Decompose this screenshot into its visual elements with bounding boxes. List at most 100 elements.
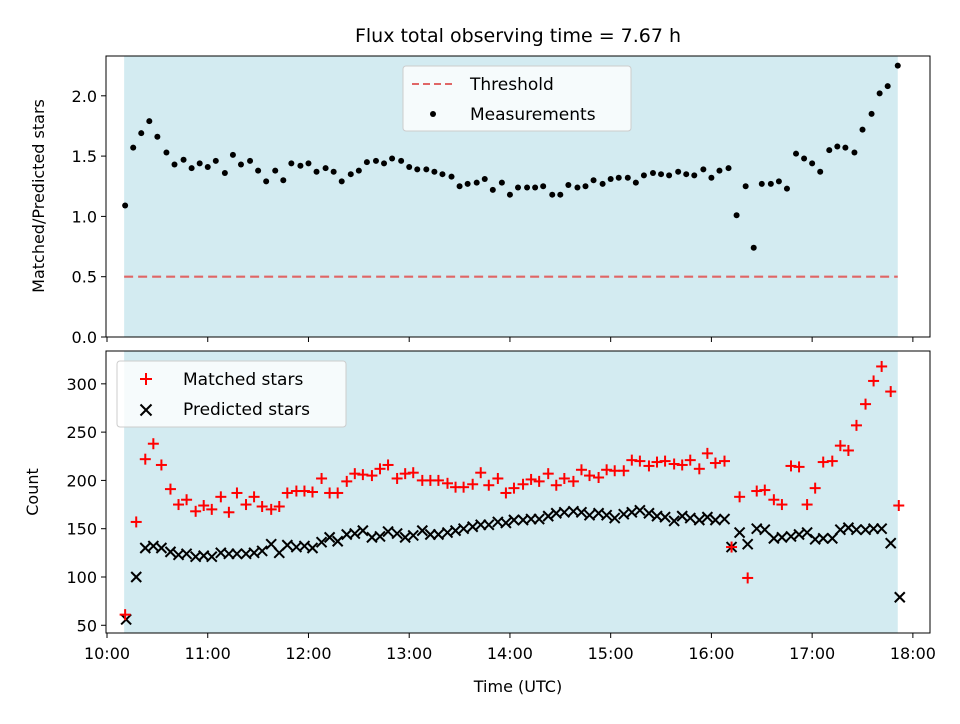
predicted-point-b — [875, 522, 888, 535]
predicted-point-b — [600, 509, 613, 521]
matched-point — [223, 506, 235, 518]
matched-point — [391, 472, 403, 484]
predicted-point — [130, 571, 142, 583]
predicted-point-b — [533, 513, 545, 525]
predicted-point — [693, 514, 706, 526]
predicted-points — [120, 504, 906, 626]
predicted-point-b — [834, 523, 847, 536]
measurement-point — [565, 182, 572, 189]
matched-point — [575, 464, 587, 476]
matched-point — [139, 453, 151, 465]
count-x-tick-label: 18:00 — [890, 644, 936, 663]
predicted-point-b — [850, 523, 863, 536]
predicted-point-b — [575, 506, 588, 518]
matched-point — [307, 486, 319, 498]
predicted-point-b — [643, 507, 655, 519]
predicted-point-b — [120, 613, 132, 626]
matched-point — [467, 478, 479, 490]
matched-point — [726, 541, 738, 553]
measurement-point — [247, 157, 254, 164]
predicted-point — [558, 506, 571, 518]
matched-point — [240, 499, 252, 511]
predicted-point-b — [189, 550, 202, 563]
ratio-y-ticks: 0.0 0.5 1.0 1.5 2.0 — [72, 87, 106, 347]
predicted-point-b — [801, 526, 813, 539]
predicted-point-b — [349, 527, 361, 540]
matched-point — [432, 474, 444, 486]
predicted-point — [315, 536, 328, 548]
matched-point — [130, 516, 142, 528]
matched-point — [341, 475, 353, 487]
predicted-point — [180, 548, 193, 560]
matched-point — [475, 467, 487, 479]
matched-point — [164, 483, 176, 495]
predicted-point — [407, 529, 419, 542]
matched-point — [558, 472, 570, 484]
measurement-point — [767, 180, 774, 187]
predicted-point — [542, 510, 554, 522]
measurement-point — [154, 133, 161, 140]
matched-point — [793, 461, 805, 473]
measurement-point — [204, 163, 211, 170]
measurement-point — [414, 166, 421, 173]
predicted-point — [500, 517, 512, 529]
measurement-point — [489, 186, 496, 193]
matched-point — [483, 479, 495, 491]
predicted-point-b — [315, 536, 328, 548]
predicted-point-b — [466, 521, 479, 533]
predicted-point — [231, 548, 243, 560]
predicted-point-b — [180, 548, 193, 560]
predicted-point-b — [785, 530, 797, 543]
measurement-point — [163, 149, 170, 156]
measurement-point — [263, 178, 270, 185]
measurement-point — [666, 172, 673, 179]
matched-point — [533, 475, 545, 487]
measurement-point — [146, 118, 153, 125]
measurement-point — [389, 155, 396, 162]
measurement-point — [708, 174, 715, 181]
predicted-point — [817, 532, 829, 545]
matched-point — [441, 477, 453, 489]
predicted-point — [885, 537, 897, 549]
matched-point — [374, 463, 386, 475]
predicted-point — [382, 525, 394, 538]
measurement-point — [464, 180, 471, 187]
predicted-point-b — [542, 510, 554, 522]
measurement-point — [582, 183, 589, 190]
count-x-tick-label: 13:00 — [386, 644, 432, 663]
predicted-point-b — [399, 531, 411, 544]
ratio-axes-frame — [105, 55, 931, 338]
matched-point — [281, 487, 293, 499]
matched-point — [860, 398, 872, 410]
matched-point — [500, 487, 512, 499]
predicted-point — [256, 545, 268, 557]
measurement-point — [272, 167, 279, 174]
measurement-point — [297, 162, 304, 169]
predicted-point — [668, 515, 680, 527]
matched-point — [273, 500, 285, 512]
ratio-points — [122, 62, 901, 251]
ratio-panel: 0.00.51.01.52.0 Matched/Predicted stars … — [29, 55, 931, 347]
matched-point — [542, 468, 554, 480]
x-axis-label: Time (UTC) — [473, 677, 562, 696]
predicted-point-b — [517, 514, 529, 526]
predicted-point-b — [693, 514, 706, 526]
measurement-point — [599, 180, 606, 187]
predicted-point — [608, 512, 621, 524]
predicted-point — [155, 542, 168, 554]
matched-point — [190, 505, 202, 517]
matched-point — [734, 491, 746, 503]
predicted-point-b — [733, 526, 746, 539]
matched-point — [206, 503, 218, 515]
measurement-point — [506, 191, 513, 198]
matched-point — [215, 491, 227, 503]
matched-point — [876, 360, 888, 372]
measurement-point — [607, 176, 614, 183]
count-y-tick-label: 300 — [66, 375, 97, 394]
matched-point — [709, 457, 721, 469]
matched-point — [525, 473, 537, 485]
predicted-point — [533, 513, 545, 525]
matched-legend-marker — [140, 373, 152, 385]
matched-point — [119, 609, 131, 621]
predicted-point — [206, 550, 218, 563]
